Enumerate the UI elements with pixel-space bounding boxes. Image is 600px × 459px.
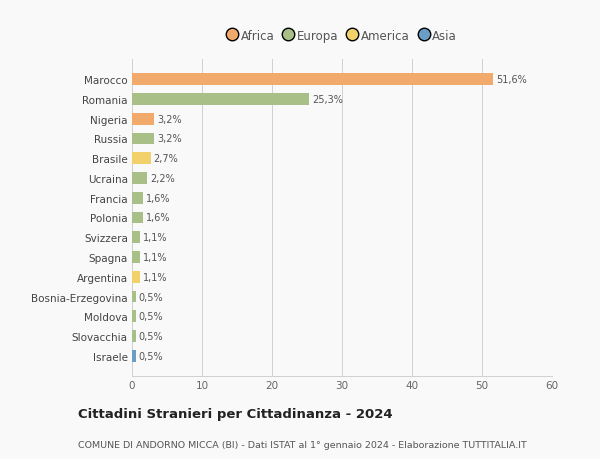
Text: 0,5%: 0,5% xyxy=(139,331,163,341)
Bar xyxy=(132,153,151,165)
Text: Cittadini Stranieri per Cittadinanza - 2024: Cittadini Stranieri per Cittadinanza - 2… xyxy=(78,407,392,420)
Text: 51,6%: 51,6% xyxy=(496,75,527,85)
Bar xyxy=(132,192,143,204)
Bar xyxy=(132,74,493,86)
Text: 2,7%: 2,7% xyxy=(154,154,178,164)
Bar xyxy=(132,232,140,244)
Text: COMUNE DI ANDORNO MICCA (BI) - Dati ISTAT al 1° gennaio 2024 - Elaborazione TUTT: COMUNE DI ANDORNO MICCA (BI) - Dati ISTA… xyxy=(78,440,527,449)
Bar xyxy=(132,173,148,185)
Bar xyxy=(132,291,136,303)
Text: 0,5%: 0,5% xyxy=(139,292,163,302)
Text: 1,1%: 1,1% xyxy=(143,252,167,263)
Text: 0,5%: 0,5% xyxy=(139,351,163,361)
Text: 1,6%: 1,6% xyxy=(146,213,170,223)
Bar xyxy=(132,350,136,362)
Bar xyxy=(132,113,154,125)
Text: 1,1%: 1,1% xyxy=(143,272,167,282)
Bar xyxy=(132,311,136,323)
Bar xyxy=(132,94,309,106)
Text: 25,3%: 25,3% xyxy=(312,95,343,105)
Text: 3,2%: 3,2% xyxy=(157,134,182,144)
Bar xyxy=(132,133,154,145)
Text: 1,6%: 1,6% xyxy=(146,193,170,203)
Legend: Africa, Europa, America, Asia: Africa, Europa, America, Asia xyxy=(225,28,459,45)
Text: 1,1%: 1,1% xyxy=(143,233,167,243)
Bar xyxy=(132,252,140,263)
Text: 3,2%: 3,2% xyxy=(157,114,182,124)
Text: 2,2%: 2,2% xyxy=(150,174,175,184)
Text: 0,5%: 0,5% xyxy=(139,312,163,322)
Bar xyxy=(132,330,136,342)
Bar xyxy=(132,212,143,224)
Bar xyxy=(132,271,140,283)
